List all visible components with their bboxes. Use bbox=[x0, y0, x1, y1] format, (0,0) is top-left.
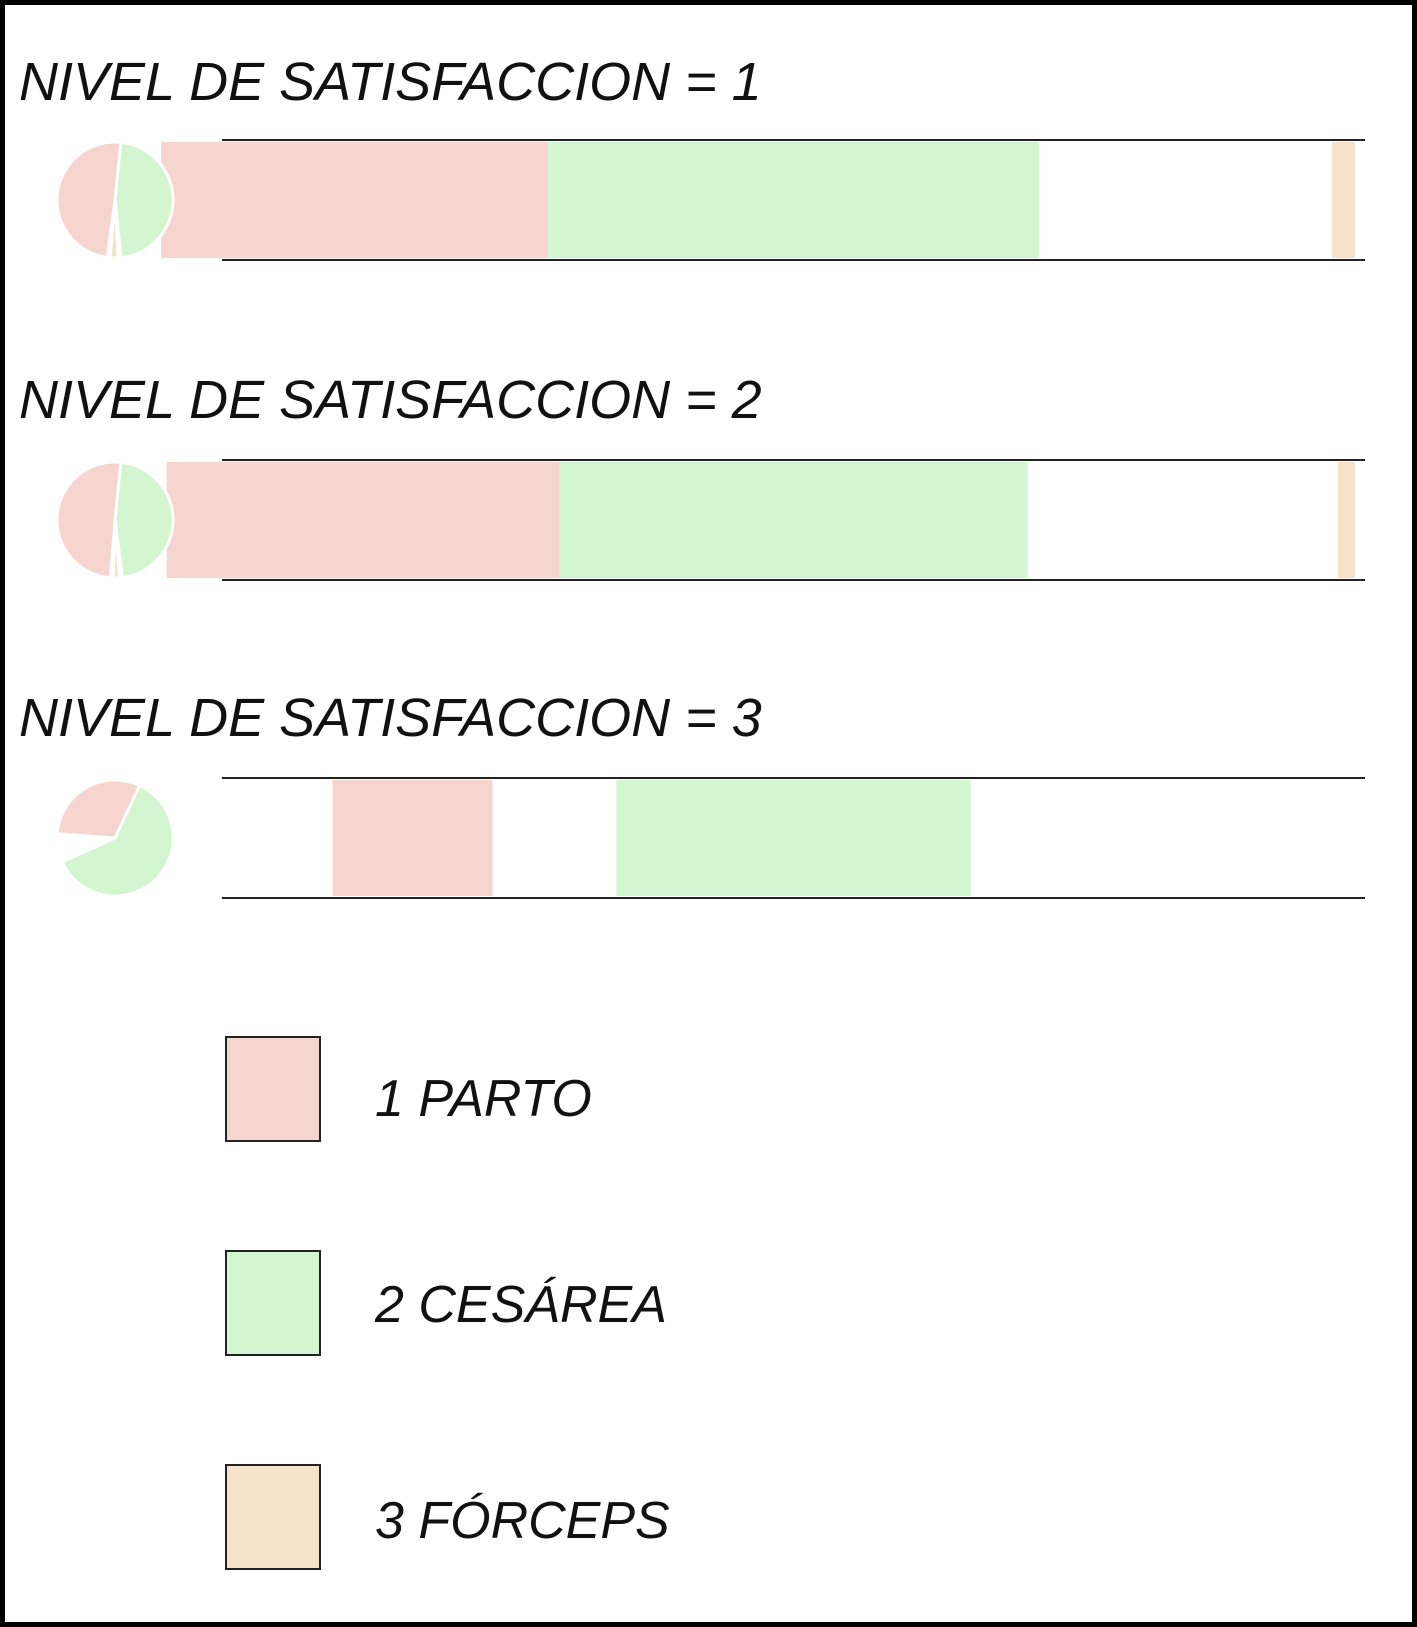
bar-forceps bbox=[1332, 142, 1355, 258]
pie-slice-parto bbox=[55, 140, 123, 260]
pie-slice-cesarea bbox=[113, 460, 175, 580]
panel-title: NIVEL DE SATISFACCION = 1 bbox=[19, 52, 762, 112]
legend-label-cesarea: 2 CESÁREA bbox=[375, 1276, 667, 1334]
legend-label-forceps: 3 FÓRCEPS bbox=[375, 1492, 670, 1550]
legend-label-parto: 1 PARTO bbox=[375, 1070, 592, 1128]
pie-slice-cesarea bbox=[60, 778, 175, 898]
pie-slice-forceps bbox=[108, 199, 120, 260]
pie-slice-cesarea bbox=[113, 140, 175, 260]
bar-cesarea bbox=[616, 780, 971, 896]
panel-title: NIVEL DE SATISFACCION = 2 bbox=[19, 370, 762, 430]
panel-title: NIVEL DE SATISFACCION = 3 bbox=[19, 688, 762, 748]
bar-parto bbox=[332, 780, 493, 896]
bar-forceps bbox=[1337, 462, 1355, 578]
bar-cesarea bbox=[547, 142, 1040, 258]
pie-slice-parto bbox=[55, 460, 123, 580]
legend-swatch-cesarea bbox=[225, 1250, 321, 1356]
bar-cesarea bbox=[559, 462, 1028, 578]
legend-swatch-forceps bbox=[225, 1464, 321, 1570]
pie-slice-parto bbox=[55, 778, 142, 840]
legend-swatch-parto bbox=[225, 1036, 321, 1142]
